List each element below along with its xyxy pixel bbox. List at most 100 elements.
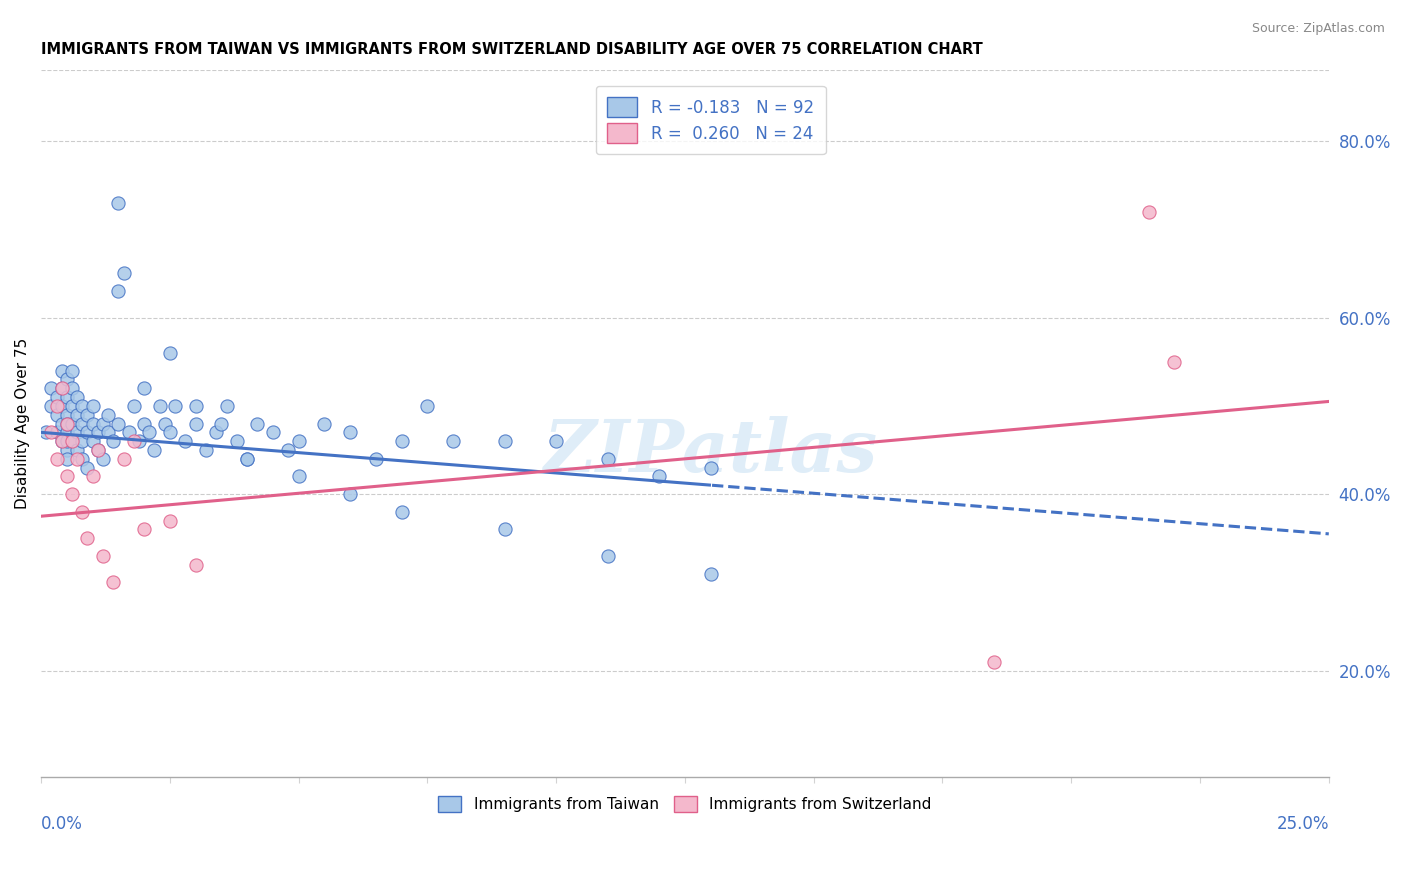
- Point: [87, 442, 110, 457]
- Point: [159, 514, 181, 528]
- Point: [45, 399, 67, 413]
- Point: [60, 434, 83, 449]
- Point: [339, 425, 361, 440]
- Point: [596, 451, 619, 466]
- Point: [56, 390, 79, 404]
- Point: [112, 267, 135, 281]
- Point: [107, 417, 129, 431]
- Point: [60, 487, 83, 501]
- Point: [87, 442, 110, 457]
- Point: [163, 399, 186, 413]
- Point: [236, 451, 259, 466]
- Point: [72, 434, 94, 449]
- Point: [56, 469, 79, 483]
- Point: [56, 451, 79, 466]
- Point: [596, 549, 619, 563]
- Point: [82, 399, 104, 413]
- Point: [134, 523, 156, 537]
- Point: [122, 399, 145, 413]
- Point: [314, 417, 336, 431]
- Text: IMMIGRANTS FROM TAIWAN VS IMMIGRANTS FROM SWITZERLAND DISABILITY AGE OVER 75 COR: IMMIGRANTS FROM TAIWAN VS IMMIGRANTS FRO…: [41, 42, 983, 57]
- Point: [205, 425, 228, 440]
- Y-axis label: Disability Age Over 75: Disability Age Over 75: [15, 338, 30, 509]
- Point: [56, 434, 79, 449]
- Point: [246, 417, 269, 431]
- Point: [82, 417, 104, 431]
- Point: [56, 417, 79, 431]
- Point: [103, 434, 125, 449]
- Point: [45, 390, 67, 404]
- Point: [91, 549, 114, 563]
- Point: [128, 434, 150, 449]
- Point: [72, 451, 94, 466]
- Point: [143, 442, 166, 457]
- Point: [1137, 204, 1160, 219]
- Point: [277, 442, 299, 457]
- Point: [97, 425, 120, 440]
- Point: [66, 442, 89, 457]
- Point: [194, 442, 217, 457]
- Point: [983, 655, 1005, 669]
- Point: [699, 460, 721, 475]
- Point: [184, 558, 207, 572]
- Point: [66, 390, 89, 404]
- Point: [153, 417, 176, 431]
- Point: [494, 523, 516, 537]
- Point: [546, 434, 568, 449]
- Point: [159, 346, 181, 360]
- Point: [184, 417, 207, 431]
- Point: [60, 434, 83, 449]
- Text: 0.0%: 0.0%: [41, 815, 83, 833]
- Point: [107, 195, 129, 210]
- Point: [72, 417, 94, 431]
- Point: [41, 381, 63, 395]
- Point: [134, 381, 156, 395]
- Point: [60, 399, 83, 413]
- Point: [56, 425, 79, 440]
- Text: Source: ZipAtlas.com: Source: ZipAtlas.com: [1251, 22, 1385, 36]
- Point: [56, 417, 79, 431]
- Point: [416, 399, 439, 413]
- Point: [35, 425, 58, 440]
- Point: [118, 425, 141, 440]
- Point: [51, 434, 73, 449]
- Point: [82, 434, 104, 449]
- Point: [51, 417, 73, 431]
- Point: [391, 434, 413, 449]
- Point: [107, 284, 129, 298]
- Point: [494, 434, 516, 449]
- Point: [159, 425, 181, 440]
- Point: [215, 399, 238, 413]
- Point: [103, 575, 125, 590]
- Point: [122, 434, 145, 449]
- Point: [51, 363, 73, 377]
- Point: [60, 363, 83, 377]
- Point: [82, 469, 104, 483]
- Point: [339, 487, 361, 501]
- Point: [60, 381, 83, 395]
- Point: [56, 442, 79, 457]
- Point: [51, 434, 73, 449]
- Point: [56, 408, 79, 422]
- Point: [51, 381, 73, 395]
- Point: [41, 425, 63, 440]
- Point: [148, 399, 170, 413]
- Point: [45, 408, 67, 422]
- Point: [76, 425, 98, 440]
- Point: [56, 372, 79, 386]
- Text: 25.0%: 25.0%: [1277, 815, 1329, 833]
- Text: ZIPatlas: ZIPatlas: [544, 417, 877, 487]
- Point: [209, 417, 232, 431]
- Point: [287, 469, 309, 483]
- Point: [91, 451, 114, 466]
- Point: [72, 505, 94, 519]
- Point: [76, 408, 98, 422]
- Point: [364, 451, 387, 466]
- Point: [66, 451, 89, 466]
- Point: [112, 451, 135, 466]
- Point: [648, 469, 671, 483]
- Point: [91, 417, 114, 431]
- Point: [699, 566, 721, 581]
- Point: [45, 451, 67, 466]
- Point: [287, 434, 309, 449]
